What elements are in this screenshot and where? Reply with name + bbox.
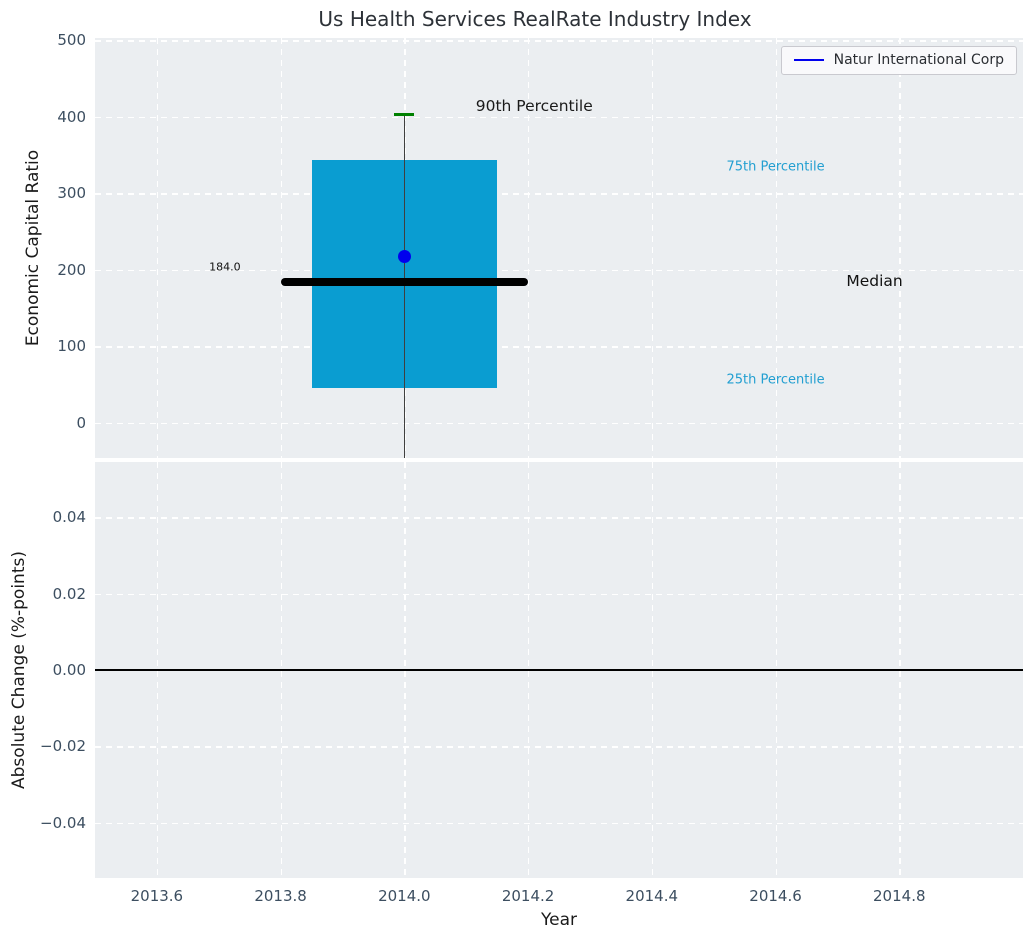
zero-line <box>95 669 1023 671</box>
y-gridline <box>95 517 1023 519</box>
x-axis-label: Year <box>541 910 577 930</box>
legend-label: Natur International Corp <box>833 52 1004 68</box>
x-tick-label: 2014.2 <box>501 887 555 905</box>
y-tick-label: 0.00 <box>52 661 86 679</box>
x-tick-label: 2014.6 <box>749 887 802 905</box>
top-axes: 90th Percentile 184.0 75th Percentile Media… <box>95 38 1023 458</box>
y-tick-label: 0.04 <box>52 508 86 527</box>
legend: Natur International Corp <box>780 46 1017 75</box>
y-tick-label: 300 <box>57 184 86 203</box>
bottom-axes <box>95 462 1023 878</box>
x-gridline <box>156 38 159 458</box>
y-gridline <box>95 193 1023 195</box>
x-gridline <box>651 38 654 458</box>
y-gridline <box>95 593 1023 596</box>
y-tick-label: 200 <box>57 260 86 279</box>
x-gridline <box>280 38 282 458</box>
x-tick-label: 2013.8 <box>254 887 307 905</box>
y-gridline <box>95 822 1023 825</box>
y-gridline <box>95 269 1023 272</box>
y-tick-label: 0.02 <box>52 584 86 603</box>
y-gridline <box>95 116 1023 119</box>
boxplot-whisker <box>403 114 406 458</box>
chart-title: Us Health Services RealRate Industry Ind… <box>318 7 752 31</box>
x-gridline <box>899 38 901 458</box>
x-tick-label: 2014.0 <box>378 887 431 905</box>
boxplot-90th-cap <box>394 112 415 117</box>
x-gridline <box>528 38 530 458</box>
y-gridline <box>95 40 1023 42</box>
x-gridline <box>775 38 777 458</box>
y-gridline <box>95 746 1023 748</box>
top-gridlines <box>95 38 1023 458</box>
y-tick-label: −0.04 <box>40 813 86 832</box>
boxplot-median-line <box>280 278 529 287</box>
y-gridline <box>95 346 1023 348</box>
y-tick-label: 100 <box>57 337 86 356</box>
y-tick-label: 0 <box>76 413 86 432</box>
y-tick-label: 400 <box>57 107 86 126</box>
company-point-marker <box>397 249 411 263</box>
x-tick-label: 2013.6 <box>130 887 184 905</box>
y-tick-label: 500 <box>57 31 86 50</box>
y-gridline <box>95 422 1023 425</box>
bottom-y-axis-label: Absolute Change (%-points) <box>9 551 29 789</box>
top-y-axis-label: Economic Capital Ratio <box>23 149 43 347</box>
y-tick-label: −0.02 <box>40 737 86 756</box>
x-tick-label: 2014.4 <box>625 887 679 905</box>
x-tick-label: 2014.8 <box>873 887 926 905</box>
legend-line-sample <box>793 58 824 62</box>
